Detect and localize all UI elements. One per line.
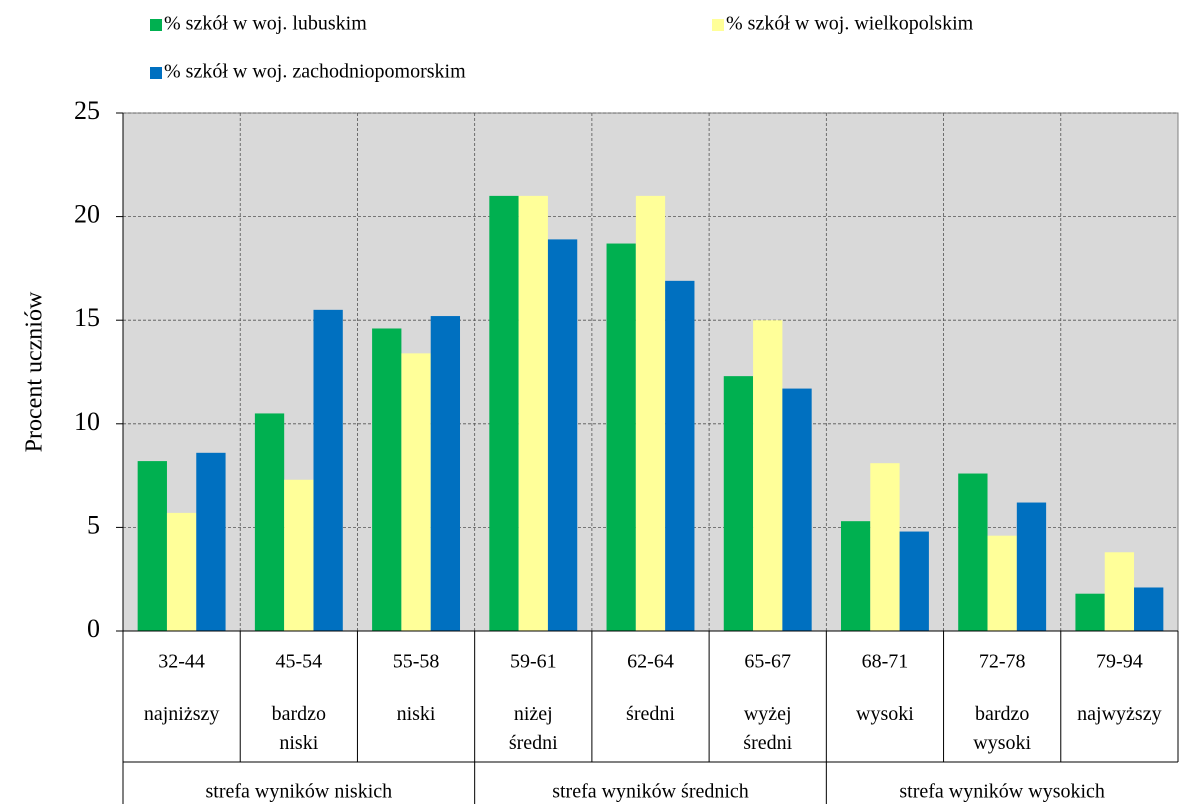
level-label: wyżej średni [709, 700, 826, 758]
level-label: bardzo wysoki [944, 700, 1061, 758]
bar [840, 521, 871, 631]
bar [723, 376, 754, 631]
y-tick-label: 10 [74, 407, 100, 436]
x-tick-label: 55-58 [393, 651, 440, 673]
bar [372, 328, 402, 631]
bar [518, 195, 548, 631]
y-tick-label: 25 [74, 96, 100, 125]
level-text: niski [396, 703, 436, 725]
x-tick-label: 62-64 [627, 651, 674, 673]
level-text: wysoki [856, 703, 914, 725]
bar [1134, 587, 1164, 631]
bar [870, 463, 900, 631]
bar [1104, 552, 1135, 631]
level-text: najniższy [143, 703, 220, 725]
bar [547, 239, 578, 631]
legend-label: % szkół w woj. wielkopolskim [726, 13, 974, 35]
level-text: wyżej średni [743, 703, 793, 754]
zone-label: strefa wyników średnich [552, 781, 749, 803]
bar [958, 473, 988, 631]
level-label: niżej średni [475, 700, 592, 758]
bar [196, 452, 226, 631]
level-label: najniższy [123, 700, 240, 729]
zone-label: strefa wyników wysokich [899, 781, 1105, 803]
y-axis-label: Procent uczniów [22, 291, 48, 452]
level-label: bardzo niski [240, 700, 357, 758]
bar [137, 461, 167, 631]
level-label: średni [592, 700, 709, 729]
x-tick-label: 59-61 [510, 651, 557, 673]
x-tick-label: 45-54 [275, 651, 322, 673]
y-tick-label: 20 [74, 200, 100, 229]
level-text: bardzo wysoki [973, 703, 1032, 754]
zone-label: strefa wyników niskich [206, 781, 393, 803]
bar [753, 320, 783, 631]
bar [1016, 502, 1047, 631]
bar [313, 309, 343, 631]
y-tick-label: 15 [74, 303, 100, 332]
bar [254, 413, 285, 631]
legend-label: % szkół w woj. zachodniopomorskim [164, 61, 466, 83]
x-tick-label: 68-71 [862, 651, 909, 673]
bar [1075, 593, 1105, 631]
y-tick-label: 5 [87, 510, 100, 539]
level-label: wysoki [826, 700, 943, 729]
x-tick-label: 79-94 [1096, 651, 1143, 673]
bar [430, 316, 461, 631]
bar [899, 531, 929, 631]
bar [401, 353, 431, 631]
level-text: bardzo niski [271, 703, 327, 754]
level-text: średni [626, 703, 675, 725]
legend-swatch [150, 67, 162, 79]
x-tick-label: 32-44 [158, 651, 205, 673]
x-tick-label: 65-67 [744, 651, 791, 673]
legend-swatch [150, 19, 162, 31]
bar [284, 479, 314, 631]
bar [782, 388, 812, 631]
bar [987, 535, 1017, 631]
level-text: najwyższy [1077, 703, 1162, 725]
bar [606, 243, 636, 631]
legend-label: % szkół w woj. lubuskim [164, 13, 367, 35]
level-text: niżej średni [508, 703, 558, 754]
level-label: najwyższy [1061, 700, 1178, 729]
bar [489, 195, 519, 631]
legend-swatch [712, 19, 724, 31]
x-tick-label: 72-78 [979, 651, 1026, 673]
y-tick-label: 0 [87, 614, 100, 643]
bar [166, 512, 197, 631]
bar [635, 195, 666, 631]
level-label: niski [357, 700, 474, 729]
bar [665, 280, 695, 631]
